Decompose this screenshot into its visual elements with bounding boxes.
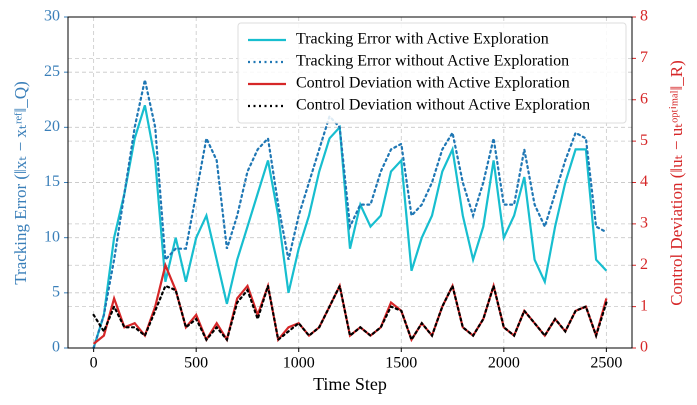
y2-tick-label: 2 bbox=[640, 256, 648, 273]
legend-box bbox=[237, 22, 627, 124]
y2-tick-label: 4 bbox=[640, 173, 648, 190]
x-tick-label: 500 bbox=[184, 355, 208, 372]
y-tick-label: 20 bbox=[44, 118, 60, 135]
y-tick-label: 25 bbox=[44, 63, 60, 80]
x-tick-label: 0 bbox=[90, 355, 98, 372]
legend-label: Control Deviation with Active Exploratio… bbox=[296, 75, 570, 92]
y-tick-label: 30 bbox=[44, 8, 60, 25]
y2-tick-label: 8 bbox=[640, 8, 648, 25]
legend-label: Tracking Error without Active Exploratio… bbox=[296, 53, 569, 70]
y-tick-label: 0 bbox=[52, 339, 60, 356]
x-axis-label: Time Step bbox=[313, 374, 387, 394]
y2-tick-label: 6 bbox=[640, 90, 648, 107]
x-tick-label: 2500 bbox=[590, 355, 622, 372]
legend-label: Tracking Error with Active Exploration bbox=[296, 31, 549, 48]
y-tick-label: 5 bbox=[52, 284, 60, 301]
y2-tick-label: 1 bbox=[640, 297, 648, 314]
y2-tick-label: 7 bbox=[640, 49, 648, 66]
y2-tick-label: 3 bbox=[640, 215, 648, 232]
x-tick-label: 1000 bbox=[283, 355, 315, 372]
y-axis-label: Tracking Error (‖xₜ − xₜʳᵉᶠ‖_Q) bbox=[11, 81, 30, 285]
x-tick-label: 1500 bbox=[385, 355, 417, 372]
series-line bbox=[92, 281, 608, 343]
series-line bbox=[92, 79, 608, 350]
series-line bbox=[92, 104, 608, 349]
x-tick-label: 2000 bbox=[488, 355, 520, 372]
plot-frame bbox=[67, 16, 633, 349]
y-tick-label: 10 bbox=[44, 228, 60, 245]
y2-tick-label: 0 bbox=[640, 339, 648, 356]
legend: Tracking Error with Active Exploration Tr… bbox=[237, 22, 627, 124]
y2-axis-label: Control Deviation (‖uₜ − uₜᵒᵖᵗⁱᵐᵃˡ‖_R) bbox=[667, 60, 686, 306]
y-tick-label: 15 bbox=[44, 173, 60, 190]
legend-label: Control Deviation without Active Explora… bbox=[296, 97, 590, 114]
y2-tick-label: 5 bbox=[640, 132, 648, 149]
